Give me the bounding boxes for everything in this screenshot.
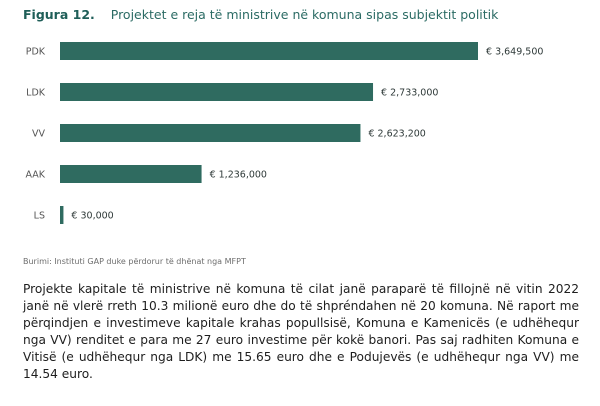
body-paragraph: Projekte kapitale të ministrive në komun… xyxy=(23,282,579,381)
bar-chart: PDK € 3,649,500 LDK € 2,733,000 VV € 2,623,20… xyxy=(26,42,543,224)
category-label-ldk: LDK xyxy=(26,88,46,99)
category-label-ls: LS xyxy=(34,211,45,222)
figure-number: Figura 12. xyxy=(23,7,95,22)
category-label-pdk: PDK xyxy=(26,47,46,58)
bar-ldk xyxy=(60,83,374,101)
category-label-aak: AAK xyxy=(26,170,46,181)
bar-ls xyxy=(60,206,64,224)
bar-pdk xyxy=(60,42,478,60)
value-label-ldk: € 2,733,000 xyxy=(381,88,438,99)
source-note: Burimi: Instituti GAP duke përdorur të d… xyxy=(23,257,246,266)
category-label-vv: VV xyxy=(32,129,45,140)
value-label-pdk: € 3,649,500 xyxy=(486,47,543,58)
value-label-vv: € 2,623,200 xyxy=(368,129,425,140)
value-label-aak: € 1,236,000 xyxy=(210,170,267,181)
bar-aak xyxy=(60,165,202,183)
value-label-ls: € 30,000 xyxy=(71,211,113,222)
figure-caption: Projektet e reja të ministrive në komuna… xyxy=(110,7,499,22)
bar-vv xyxy=(60,124,361,142)
figure-title: Figura 12. Projektet e reja të ministriv… xyxy=(23,7,498,22)
